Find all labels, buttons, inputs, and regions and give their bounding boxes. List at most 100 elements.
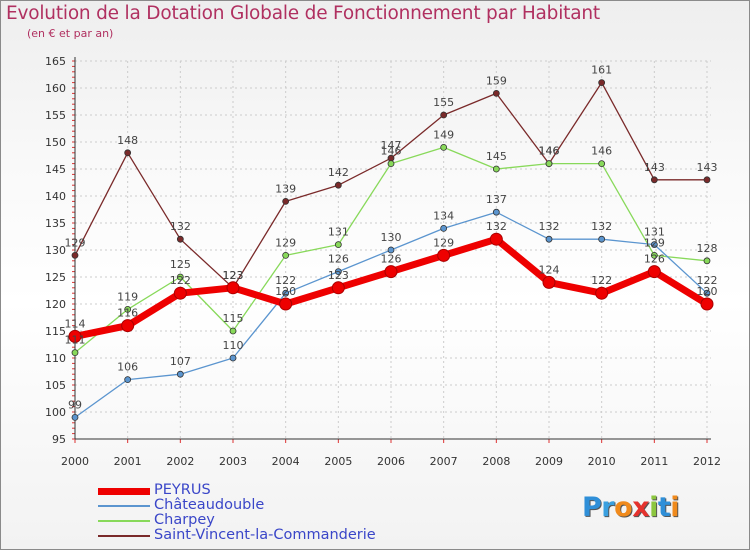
data-point xyxy=(229,327,237,335)
y-tick-label: 115 xyxy=(45,325,66,338)
data-point xyxy=(440,143,448,151)
legend-swatch xyxy=(98,520,150,522)
data-label: 134 xyxy=(433,209,454,222)
legend-label: PEYRUS xyxy=(154,482,211,498)
data-point xyxy=(176,273,184,281)
data-label: 161 xyxy=(591,64,612,77)
data-label: 147 xyxy=(381,139,402,152)
legend-swatch xyxy=(98,488,150,495)
data-point xyxy=(71,349,79,357)
data-label: 126 xyxy=(381,253,402,266)
data-label: 122 xyxy=(275,274,296,287)
data-point xyxy=(440,224,448,232)
data-point xyxy=(124,305,132,313)
data-label: 132 xyxy=(591,220,612,233)
data-label: 129 xyxy=(65,236,86,249)
data-label: 99 xyxy=(68,398,82,411)
legend-swatch xyxy=(98,535,150,537)
x-tick-label: 2005 xyxy=(324,455,352,468)
data-label: 129 xyxy=(644,236,665,249)
y-tick-label: 145 xyxy=(45,163,66,176)
data-label: 111 xyxy=(65,334,86,347)
data-label: 122 xyxy=(591,274,612,287)
data-label: 129 xyxy=(275,236,296,249)
x-tick-label: 2007 xyxy=(430,455,458,468)
data-label: 132 xyxy=(170,220,191,233)
logo-letter: i xyxy=(649,492,658,523)
y-tick-labels: 95 100 105 110 115 120 125 130 135 140 145 150 155 16… xyxy=(45,55,66,446)
data-point xyxy=(282,197,290,205)
x-tick-label: 2000 xyxy=(61,455,89,468)
data-label: 114 xyxy=(65,317,86,330)
data-point xyxy=(650,176,658,184)
data-label: 149 xyxy=(433,128,454,141)
y-tick-label: 135 xyxy=(45,217,66,230)
data-label: 128 xyxy=(697,242,718,255)
data-label: 146 xyxy=(539,145,560,158)
data-label: 146 xyxy=(591,145,612,158)
data-point xyxy=(650,251,658,259)
data-point xyxy=(387,246,395,254)
data-label: 120 xyxy=(275,285,296,298)
data-point xyxy=(703,289,711,297)
series-points xyxy=(68,79,714,421)
data-point xyxy=(121,319,135,333)
data-point xyxy=(492,208,500,216)
data-label: 123 xyxy=(223,269,244,282)
data-point xyxy=(598,79,606,86)
data-label: 146 xyxy=(381,145,402,158)
x-tick-label: 2008 xyxy=(482,455,510,468)
data-point xyxy=(703,257,711,265)
data-label: 123 xyxy=(328,269,349,282)
x-tick-label: 2003 xyxy=(219,455,247,468)
data-label: 125 xyxy=(170,258,191,271)
data-point xyxy=(700,297,714,311)
data-label: 159 xyxy=(486,74,507,87)
x-tick-labels: 2000 2001 2002 2003 2004 2005 2006 2007 2008 2009… xyxy=(61,455,721,468)
data-point xyxy=(492,165,500,173)
data-point xyxy=(545,235,553,243)
legend-label: Châteaudouble xyxy=(154,497,265,513)
data-point xyxy=(279,297,293,311)
data-label: 143 xyxy=(697,161,718,174)
y-tick-label: 95 xyxy=(52,433,66,446)
x-tick-label: 2011 xyxy=(640,455,668,468)
data-label: 132 xyxy=(486,220,507,233)
y-tick-label: 100 xyxy=(45,406,66,419)
data-point xyxy=(176,370,184,378)
data-label: 106 xyxy=(117,361,138,374)
data-label: 119 xyxy=(117,290,138,303)
chart-title: Evolution de la Dotation Globale de Fonc… xyxy=(6,3,600,24)
data-label: 130 xyxy=(381,231,402,244)
logo-letter: o xyxy=(614,492,633,523)
logo-letter: i xyxy=(670,492,680,523)
data-label: 115 xyxy=(223,312,244,325)
data-point xyxy=(437,248,451,262)
data-point xyxy=(173,286,187,300)
logo-letter: t xyxy=(657,492,671,523)
logo-letter: P xyxy=(582,492,602,523)
data-point xyxy=(650,241,658,249)
data-label: 131 xyxy=(328,226,349,239)
y-tick-label: 150 xyxy=(45,136,66,149)
data-point xyxy=(331,281,345,295)
data-point xyxy=(595,286,609,300)
x-tick-label: 2006 xyxy=(377,455,405,468)
data-label: 110 xyxy=(223,339,244,352)
x-tick-label: 2001 xyxy=(114,455,142,468)
data-point xyxy=(334,241,342,249)
data-point xyxy=(226,281,240,295)
data-label: 142 xyxy=(328,166,349,179)
data-label: 148 xyxy=(117,134,138,147)
data-point xyxy=(647,265,661,279)
data-labels: 129 148 132 123 139 142 147 155 159 146 161 143 143 1… xyxy=(65,64,718,412)
x-tick-label: 2004 xyxy=(272,455,300,468)
data-point xyxy=(384,265,398,279)
y-tick-label: 155 xyxy=(45,109,66,122)
data-label: 122 xyxy=(697,274,718,287)
data-point xyxy=(282,289,290,297)
y-tick-label: 125 xyxy=(45,271,66,284)
grid xyxy=(74,60,711,440)
data-point xyxy=(440,111,448,119)
data-point xyxy=(334,181,342,189)
